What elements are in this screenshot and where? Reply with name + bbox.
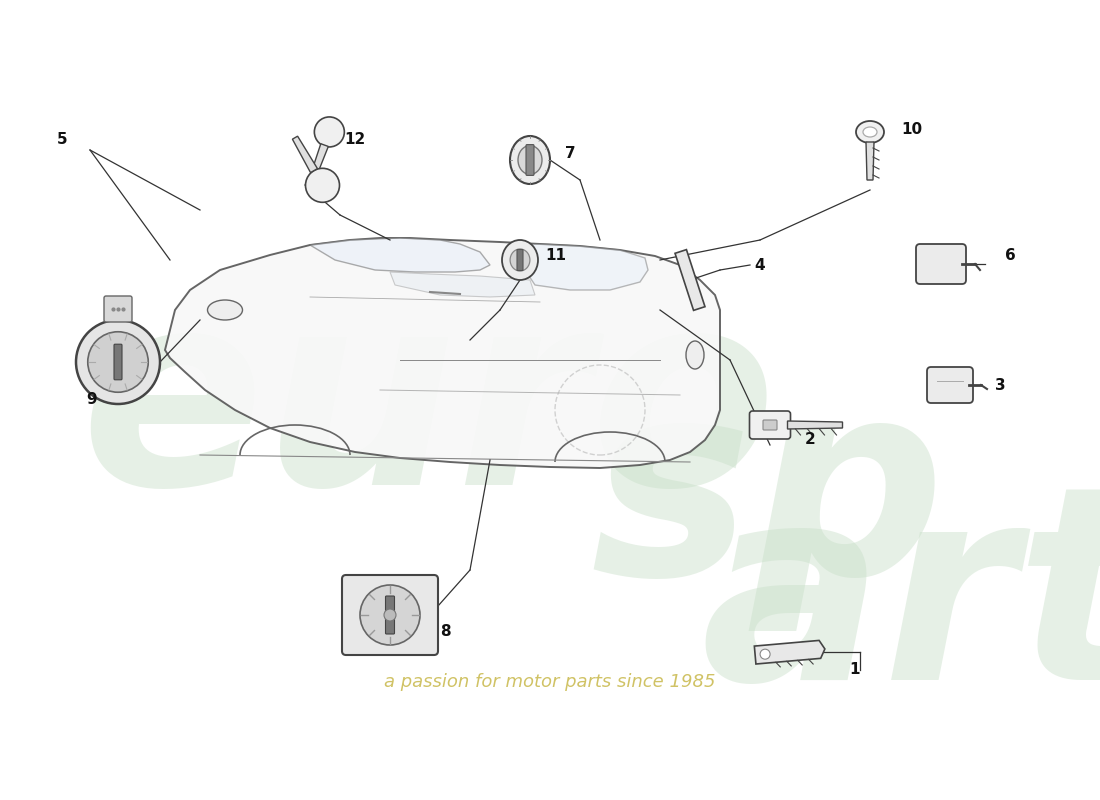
Circle shape: [315, 117, 344, 147]
FancyBboxPatch shape: [342, 575, 438, 655]
FancyBboxPatch shape: [517, 250, 522, 270]
Text: 11: 11: [546, 247, 566, 262]
Polygon shape: [310, 238, 490, 272]
Text: 5: 5: [57, 133, 67, 147]
Text: 1: 1: [849, 662, 860, 678]
Polygon shape: [788, 421, 843, 429]
FancyBboxPatch shape: [749, 411, 791, 439]
Circle shape: [760, 649, 770, 659]
Polygon shape: [866, 142, 874, 180]
Ellipse shape: [208, 300, 242, 320]
Text: euro: euro: [80, 279, 777, 541]
Ellipse shape: [510, 136, 550, 184]
Ellipse shape: [502, 240, 538, 280]
Ellipse shape: [510, 249, 530, 271]
Circle shape: [306, 168, 340, 202]
FancyBboxPatch shape: [385, 596, 395, 634]
FancyBboxPatch shape: [916, 244, 966, 284]
Text: 6: 6: [1004, 247, 1015, 262]
Text: 7: 7: [564, 146, 575, 161]
Circle shape: [76, 320, 160, 404]
Ellipse shape: [856, 121, 884, 143]
Polygon shape: [755, 641, 825, 664]
Circle shape: [88, 332, 148, 392]
FancyBboxPatch shape: [104, 296, 132, 322]
Text: a passion for motor parts since 1985: a passion for motor parts since 1985: [384, 673, 716, 691]
Polygon shape: [293, 136, 318, 173]
Ellipse shape: [864, 127, 877, 137]
Polygon shape: [675, 250, 705, 310]
FancyBboxPatch shape: [526, 145, 534, 175]
Text: 10: 10: [901, 122, 923, 138]
Text: 2: 2: [804, 433, 815, 447]
FancyBboxPatch shape: [763, 420, 777, 430]
Text: 12: 12: [344, 133, 365, 147]
Polygon shape: [165, 238, 720, 468]
Ellipse shape: [518, 146, 542, 174]
FancyBboxPatch shape: [114, 344, 122, 380]
Text: arts: arts: [700, 474, 1100, 736]
Ellipse shape: [686, 341, 704, 369]
Text: 9: 9: [87, 393, 97, 407]
Text: 3: 3: [994, 378, 1005, 393]
Polygon shape: [525, 244, 648, 290]
Polygon shape: [310, 144, 328, 178]
Circle shape: [360, 585, 420, 645]
Polygon shape: [390, 272, 535, 297]
Text: sp: sp: [590, 369, 945, 631]
Text: 4: 4: [755, 258, 766, 273]
Text: 8: 8: [440, 625, 450, 639]
FancyBboxPatch shape: [927, 367, 974, 403]
Circle shape: [384, 609, 396, 621]
